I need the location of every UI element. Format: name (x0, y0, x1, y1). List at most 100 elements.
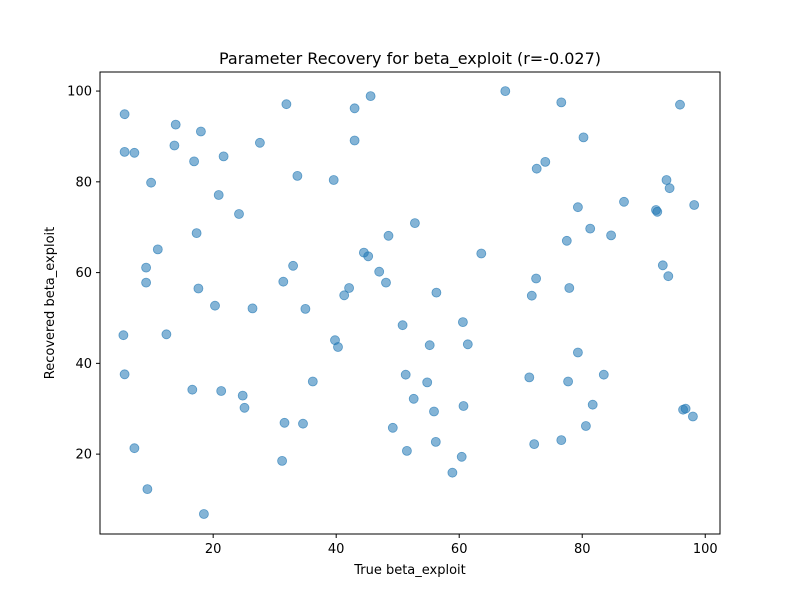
data-point (349, 103, 360, 114)
x-axis-label: True beta_exploit (353, 563, 466, 578)
data-point (218, 151, 229, 162)
data-point (292, 170, 303, 181)
data-point (129, 443, 140, 454)
x-tick-label: 80 (574, 542, 591, 557)
data-point (401, 445, 412, 456)
data-point (598, 369, 609, 380)
data-point (141, 262, 152, 273)
data-point (307, 376, 318, 387)
data-point (279, 417, 290, 428)
y-tick-label: 60 (75, 266, 92, 281)
data-point (161, 329, 172, 340)
data-point (169, 140, 180, 151)
data-point (397, 320, 408, 331)
y-tick-label: 100 (67, 85, 92, 100)
data-point (500, 86, 511, 96)
data-points (118, 86, 700, 519)
data-point (234, 209, 244, 219)
data-point (118, 330, 129, 341)
data-point (298, 418, 308, 429)
data-point (606, 230, 616, 241)
data-point (680, 403, 691, 414)
y-axis-ticks: 20 40 60 80 100 (67, 85, 100, 463)
data-point (458, 401, 469, 411)
data-point (663, 271, 674, 282)
plot-area-frame (99, 71, 721, 535)
data-point (573, 202, 583, 213)
data-point (429, 406, 439, 417)
y-tick-label: 20 (75, 448, 92, 463)
data-point (213, 190, 224, 200)
data-point (409, 218, 420, 229)
data-point (424, 340, 435, 351)
data-point (152, 244, 163, 255)
x-tick-label: 60 (451, 542, 468, 557)
data-point (129, 147, 140, 158)
data-point (142, 484, 153, 495)
data-point (191, 228, 202, 239)
data-point (198, 509, 209, 519)
data-point (387, 422, 398, 433)
data-point (146, 177, 157, 188)
data-point (363, 251, 374, 262)
x-tick-label: 100 (693, 542, 718, 557)
data-point (119, 369, 130, 380)
y-axis-label: Recovered beta_exploit (43, 227, 58, 379)
data-point (462, 339, 473, 350)
data-point (476, 248, 487, 259)
data-point (195, 126, 206, 137)
data-point (381, 277, 391, 288)
data-point (374, 266, 385, 277)
data-point (333, 342, 343, 352)
data-point (581, 421, 591, 431)
data-point (573, 347, 583, 358)
data-point (585, 223, 596, 234)
data-point (526, 290, 537, 301)
data-point (281, 99, 292, 110)
data-point (661, 175, 672, 185)
data-point (540, 156, 551, 167)
data-point (561, 235, 572, 246)
data-point (587, 399, 598, 410)
data-point (119, 109, 130, 120)
data-point (652, 206, 663, 217)
data-point (657, 260, 668, 271)
data-point (210, 300, 220, 311)
data-point (216, 386, 227, 396)
data-point (529, 439, 540, 450)
y-tick-label: 80 (75, 175, 92, 190)
data-point (688, 411, 698, 422)
data-point (170, 119, 181, 130)
data-point (456, 451, 467, 462)
data-point (578, 132, 589, 143)
data-point (239, 402, 250, 413)
data-point (328, 175, 339, 185)
data-point (237, 390, 248, 401)
data-point (119, 146, 130, 157)
data-point (408, 393, 419, 404)
data-point (447, 467, 458, 478)
data-point (431, 287, 442, 298)
data-point (193, 283, 204, 294)
data-point (187, 384, 198, 395)
data-point (400, 369, 411, 380)
x-axis-ticks: 20 40 60 80 100 (205, 534, 718, 557)
data-point (563, 376, 573, 387)
chart-title: Parameter Recovery for beta_exploit (r=-… (219, 49, 601, 69)
data-point (254, 137, 265, 148)
data-point (383, 230, 394, 241)
data-point (664, 183, 675, 194)
data-point (339, 290, 350, 301)
data-point (189, 156, 200, 167)
data-point (689, 200, 700, 210)
data-point (300, 303, 311, 314)
data-point (564, 283, 575, 293)
data-point (288, 260, 299, 271)
x-tick-label: 20 (205, 542, 222, 557)
data-point (277, 455, 288, 466)
data-point (141, 277, 152, 288)
data-point (556, 97, 567, 108)
x-tick-label: 40 (328, 542, 345, 557)
data-point (531, 273, 541, 284)
